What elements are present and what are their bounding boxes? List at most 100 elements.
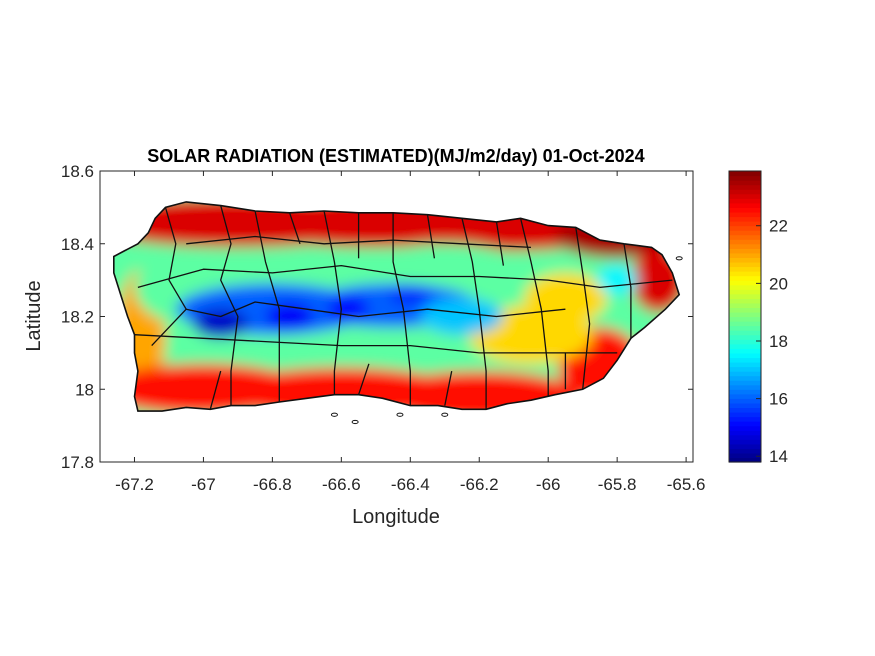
colorbar-segment <box>729 321 761 327</box>
x-tick-label: -66.2 <box>460 475 499 494</box>
colorbar-tick-label: 18 <box>769 332 788 351</box>
colorbar-segment <box>729 289 761 295</box>
colorbar-segment <box>729 230 761 236</box>
colorbar-segment <box>729 380 761 386</box>
islet <box>675 256 683 261</box>
colorbar-segment <box>729 402 761 409</box>
colorbar-segment <box>729 425 761 431</box>
municipality-boundary <box>186 301 566 318</box>
small-islands <box>330 256 683 425</box>
colorbar-segment <box>729 234 761 240</box>
radiation-cell <box>265 301 314 332</box>
colorbar-segment <box>729 352 761 359</box>
colorbar-segment <box>729 257 761 263</box>
x-tick-label: -65.6 <box>667 475 706 494</box>
colorbar-segment <box>729 284 761 290</box>
colorbar-segment <box>729 316 761 322</box>
x-axis-label: Longitude <box>352 506 440 528</box>
colorbar-segment <box>729 198 761 204</box>
colorbar-segment <box>729 416 761 422</box>
colorbar-segment <box>729 375 761 381</box>
colorbar-tick-label: 14 <box>769 447 788 466</box>
colorbar-segment <box>729 407 761 413</box>
colorbar-segment <box>729 389 761 395</box>
municipality-boundary <box>134 334 618 354</box>
municipality-boundaries <box>134 205 673 410</box>
colorbar-segment <box>729 202 761 208</box>
islet <box>396 412 404 417</box>
colorbar-segment <box>729 211 761 218</box>
plot-area: -67.2 -67 -66.8 -66.6 -66.4 -66.2 -66 -65.8 -65.… <box>61 162 706 494</box>
municipality-boundary <box>151 207 187 347</box>
radiation-cell <box>420 298 504 335</box>
colorbar-tick-label: 22 <box>769 217 788 236</box>
colorbar-segment <box>729 271 761 277</box>
y-tick-label: 18.2 <box>61 308 94 327</box>
x-tick-label: -65.8 <box>598 475 637 494</box>
x-axis-ticks: -67.2 -67 -66.8 -66.6 -66.4 -66.2 -66 -65.8 -65.… <box>115 171 705 494</box>
colorbar-frame <box>728 170 762 463</box>
x-tick-label: -66.4 <box>391 475 430 494</box>
municipality-boundary <box>357 363 370 395</box>
municipality-boundary <box>623 243 632 339</box>
colorbar-segment <box>729 334 761 340</box>
colorbar-segment <box>729 207 761 213</box>
colorbar-segment <box>729 421 761 427</box>
x-tick-label: -67.2 <box>115 475 154 494</box>
colorbar-ticks: 14 16 18 20 22 <box>756 217 788 466</box>
colorbar-segment <box>729 261 761 268</box>
colorbar-segment <box>729 434 761 440</box>
colorbar-segment <box>729 330 761 336</box>
chart-title: SOLAR RADIATION (ESTIMATED)(MJ/m2/day) 0… <box>147 146 644 166</box>
colorbar-segment <box>729 452 761 459</box>
colorbar-segment <box>729 298 761 304</box>
colorbar-gradient <box>729 171 761 463</box>
municipality-boundary <box>137 264 673 289</box>
islet <box>441 412 449 417</box>
y-tick-label: 18 <box>75 380 94 399</box>
y-tick-label: 18.6 <box>61 162 94 181</box>
municipality-boundary <box>323 210 342 395</box>
colorbar-segment <box>729 216 761 222</box>
colorbar-segment <box>729 266 761 272</box>
colorbar-segment <box>729 307 761 313</box>
colorbar-segment <box>729 189 761 195</box>
radiation-cell <box>524 272 607 324</box>
y-tick-label: 18.4 <box>61 235 94 254</box>
x-tick-label: -67 <box>191 475 216 494</box>
colorbar-segment <box>729 430 761 436</box>
radiation-cell <box>327 294 369 324</box>
municipality-boundary <box>288 212 301 245</box>
colorbar-segment <box>729 411 761 418</box>
municipality-boundary <box>220 205 239 406</box>
x-tick-label: -66.6 <box>322 475 361 494</box>
colorbar-segment <box>729 225 761 231</box>
colorbar-segment <box>729 311 761 318</box>
y-axis-ticks: 17.8 18 18.2 18.4 18.6 <box>61 162 693 472</box>
colorbar-segment <box>729 248 761 254</box>
colorbar-segment <box>729 339 761 345</box>
municipality-boundary <box>426 214 436 259</box>
colorbar-segment <box>729 443 761 449</box>
colorbar-segment <box>729 439 761 445</box>
y-axis-label: Latitude <box>23 280 45 351</box>
x-tick-label: -66 <box>536 475 561 494</box>
islet <box>351 419 359 425</box>
colorbar-segment <box>729 280 761 286</box>
colorbar-segment <box>729 371 761 377</box>
x-tick-label: -66.8 <box>253 475 292 494</box>
municipality-boundary <box>495 221 505 266</box>
colorbar-segment <box>729 393 761 399</box>
colorbar-segment <box>729 384 761 390</box>
municipality-boundary <box>254 210 280 402</box>
colorbar-segment <box>729 175 761 181</box>
colorbar-tick-label: 16 <box>769 390 788 409</box>
colorbar-segment <box>729 275 761 281</box>
colorbar-segment <box>729 293 761 299</box>
municipality-boundary <box>392 212 411 406</box>
colorbar-segment <box>729 361 761 368</box>
colorbar-segment <box>729 252 761 258</box>
island-coastline <box>113 201 681 412</box>
colorbar-segment <box>729 239 761 245</box>
